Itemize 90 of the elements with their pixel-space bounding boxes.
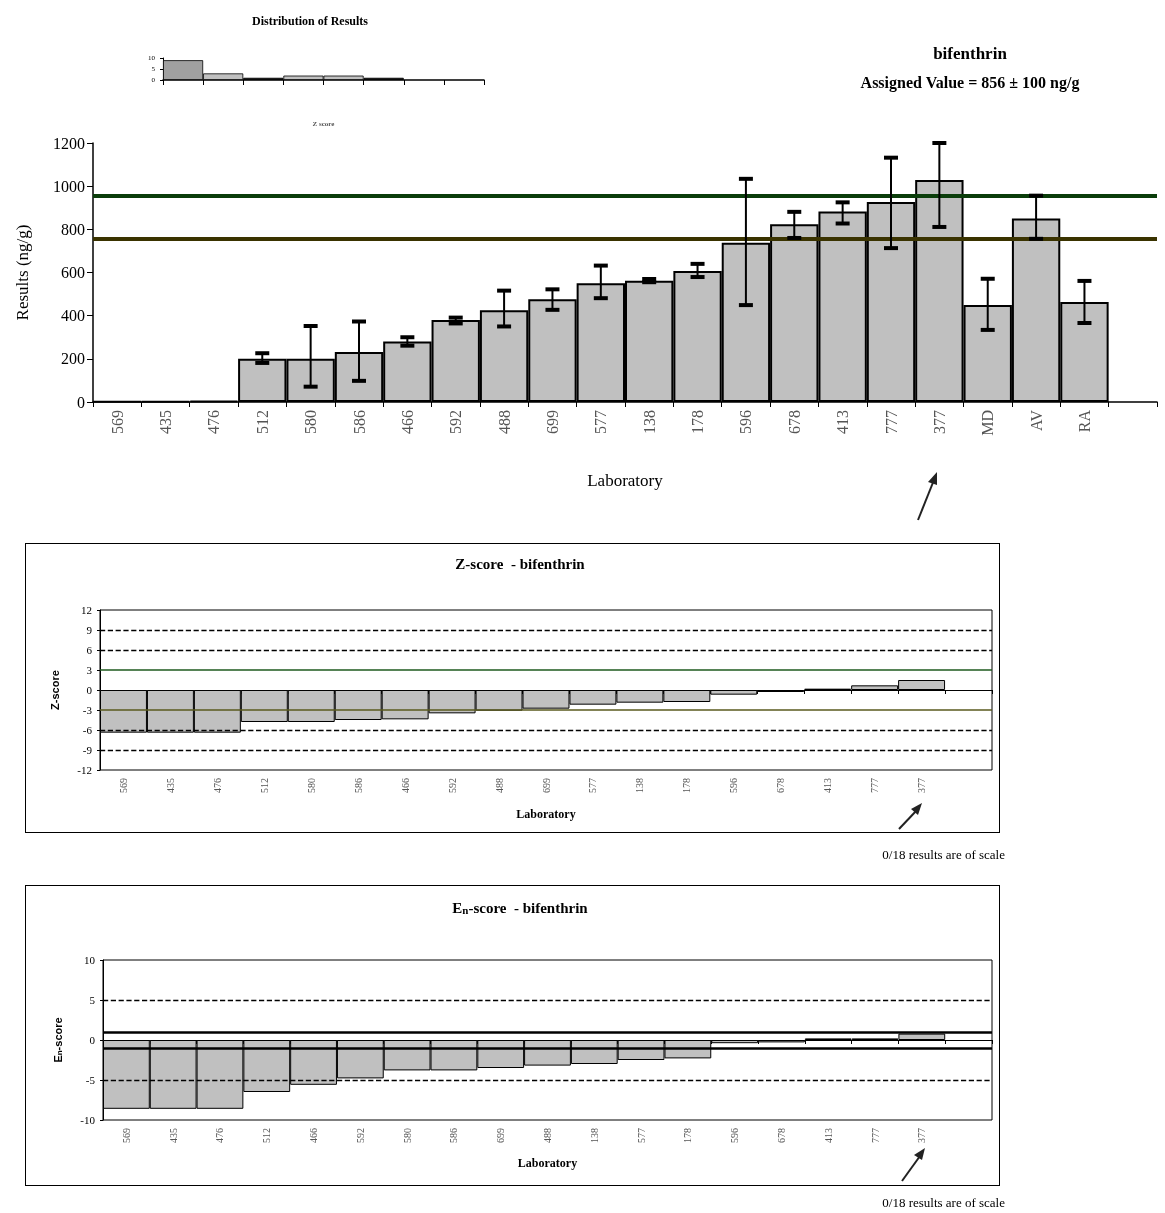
x-tick-label: 678	[775, 1128, 787, 1143]
x-tick-label: 777	[869, 1128, 881, 1143]
x-tick-label: 678	[775, 778, 787, 793]
x-tick-label: 586	[448, 1128, 460, 1143]
y-axis-title: Results (ng/g)	[13, 224, 32, 321]
chart-title: Z-score - bifenthrin	[455, 555, 586, 572]
y-tick-label: 1000	[53, 177, 85, 195]
chart-title: En-score - bifenthrin	[452, 899, 589, 916]
y-tick-label: 0	[86, 684, 93, 696]
chart-title: Distribution of Results	[251, 14, 369, 28]
x-tick-label: 138	[634, 778, 646, 793]
x-tick-label: 777	[869, 778, 881, 793]
x-tick-label: 569	[117, 778, 129, 793]
x-tick-label: 512	[258, 778, 270, 793]
x-tick-label: RA	[1075, 409, 1093, 433]
chart-subtitle: Assigned Value = 856 ± 100 ng/g	[860, 73, 1080, 92]
x-tick-label: 466	[398, 410, 416, 434]
y-tick-label: -6	[82, 724, 93, 736]
x-tick-label: 569	[120, 1128, 132, 1143]
chart-title: bifenthrin	[933, 44, 1008, 63]
x-tick-label: 592	[354, 1128, 366, 1143]
x-tick-label: MD	[979, 410, 997, 436]
y-tick-label: -12	[77, 764, 92, 776]
x-tick-label: 777	[882, 410, 900, 434]
x-tick-label: 577	[635, 1128, 647, 1143]
x-tick-label: 592	[447, 410, 465, 434]
y-tick-label: -9	[82, 744, 93, 756]
x-tick-label: 178	[681, 778, 693, 793]
y-tick-label: 600	[61, 264, 85, 281]
x-tick-label: 699	[540, 778, 552, 793]
x-tick-label: 413	[834, 410, 852, 434]
y-tick-label: 3	[86, 664, 93, 676]
y-axis-title: Z-score	[48, 670, 61, 710]
x-tick-label: 596	[728, 778, 740, 793]
x-tick-label: 512	[261, 1128, 273, 1143]
x-tick-label: 592	[446, 778, 458, 793]
x-tick-label: 488	[495, 410, 513, 434]
x-tick-label: 488	[542, 1128, 553, 1143]
x-tick-label: 596	[737, 410, 755, 434]
x-tick-label: 435	[164, 778, 176, 793]
y-tick-label: 1200	[53, 134, 85, 152]
x-tick-label: 512	[253, 410, 271, 434]
y-tick-label: 800	[61, 220, 85, 238]
x-tick-label: AV	[1027, 409, 1045, 432]
text: 0/18 results are of scale	[882, 847, 1006, 862]
x-tick-label: 466	[399, 778, 411, 793]
x-tick-label: 377	[930, 410, 948, 434]
x-tick-label: 488	[493, 778, 505, 793]
text: 0/18 results are of scale	[882, 1195, 1006, 1210]
x-tick-label: 586	[352, 778, 364, 793]
x-tick-label: 377	[916, 1128, 928, 1143]
x-tick-label: 435	[167, 1128, 179, 1143]
y-tick-label: -3	[82, 704, 93, 716]
x-tick-label: 466	[308, 1128, 320, 1143]
y-tick-label: 10	[84, 954, 96, 966]
x-tick-label: 577	[592, 410, 610, 434]
y-tick-label: 12	[81, 604, 92, 616]
x-tick-label: 413	[822, 778, 834, 793]
x-tick-label: 586	[350, 410, 368, 434]
y-tick-label: 0	[89, 1034, 96, 1046]
x-tick-label: 678	[785, 410, 803, 434]
x-axis-title: Laboratory	[517, 1156, 578, 1170]
y-tick-label: 200	[61, 350, 85, 368]
x-axis-title: Laboratory	[587, 471, 664, 490]
y-tick-label: -5	[85, 1074, 96, 1086]
y-tick-label: 6	[86, 644, 93, 656]
y-tick-label: 5	[89, 994, 96, 1006]
x-tick-label: 377	[916, 778, 928, 793]
x-tick-label: 435	[157, 410, 175, 434]
x-tick-label: 413	[822, 1128, 834, 1143]
x-tick-label: 138	[640, 410, 658, 434]
x-tick-label: 699	[543, 410, 561, 434]
x-tick-label: 476	[214, 1128, 226, 1143]
x-tick-label: 699	[495, 1128, 507, 1143]
x-tick-label: 138	[588, 1128, 600, 1143]
y-tick-label: 0	[77, 393, 85, 411]
x-tick-label: 178	[689, 410, 707, 434]
x-tick-label: 476	[205, 410, 223, 434]
x-tick-label: 596	[729, 1128, 741, 1143]
x-tick-label: 178	[682, 1128, 694, 1143]
x-tick-label: 580	[305, 778, 317, 793]
x-axis-title: Laboratory	[516, 807, 576, 821]
x-tick-label: 569	[108, 410, 126, 434]
x-tick-label: 577	[587, 778, 599, 793]
x-tick-label: 580	[302, 410, 320, 434]
y-tick-label: -10	[80, 1114, 96, 1126]
x-tick-label: 476	[211, 778, 223, 793]
y-tick-label: 400	[61, 307, 85, 325]
x-tick-label: 580	[401, 1128, 413, 1143]
y-tick-label: 9	[86, 624, 93, 636]
